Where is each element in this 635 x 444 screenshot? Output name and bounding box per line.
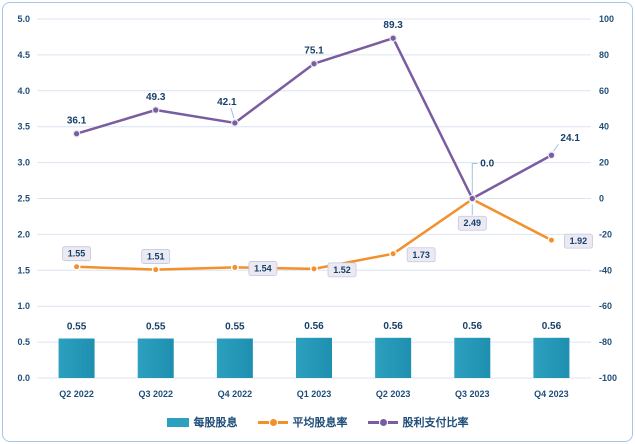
bar-Q4-2023[interactable]	[533, 337, 570, 378]
bar-Q3-2022[interactable]	[137, 338, 174, 378]
marker-Q4-2023[interactable]	[547, 151, 556, 160]
leader-line	[230, 107, 235, 119]
left-axis-tick: 3.5	[17, 122, 30, 132]
marker-Q4-2022[interactable]	[230, 263, 239, 272]
line-value-label: 1.55	[68, 249, 86, 259]
legend-item-dividend-payout-ratio[interactable]: 股利支付比率	[367, 414, 469, 430]
bar-value-label: 0.56	[463, 321, 483, 332]
boxed-label-bg	[406, 247, 436, 263]
marker-Q4-2022[interactable]	[231, 119, 239, 127]
x-axis-label: Q2 2022	[59, 389, 94, 399]
line-value-label: 42.1	[217, 97, 237, 108]
boxed-label-bg	[62, 246, 91, 262]
line-value-label: 1.73	[412, 250, 430, 260]
bar-value-label: 0.55	[146, 322, 166, 333]
right-axis-tick: 100	[599, 14, 614, 24]
marker-Q2-2022[interactable]	[72, 262, 81, 271]
right-axis-tick: -100	[599, 373, 617, 383]
left-axis-tick: 5.0	[17, 14, 30, 24]
boxed-label-bg	[457, 215, 487, 231]
left-axis-tick: 2.5	[17, 194, 30, 204]
left-axis-tick: 4.5	[17, 50, 30, 60]
left-axis-tick: 4.0	[17, 86, 30, 96]
left-axis-tick: 0.5	[17, 337, 30, 347]
right-axis-tick: 20	[599, 158, 609, 168]
left-axis-tick: 1.5	[17, 265, 30, 275]
left-axis-tick: 1.0	[17, 301, 30, 311]
bar-value-label: 0.56	[304, 321, 324, 332]
line-value-label: 89.3	[383, 20, 403, 31]
line-value-label: 75.1	[304, 46, 324, 57]
line-value-label: 1.92	[570, 236, 588, 246]
legend-item-average-dividend-yield[interactable]: 平均股息率	[257, 414, 348, 430]
line-value-label: 49.3	[146, 92, 166, 103]
right-axis-tick: -80	[599, 337, 612, 347]
bar-value-label: 0.55	[225, 322, 245, 333]
marker-Q3-2022[interactable]	[151, 265, 160, 274]
x-axis-label: Q4 2023	[534, 389, 569, 399]
right-axis-tick: 80	[599, 50, 609, 60]
bar-Q4-2022[interactable]	[216, 338, 253, 378]
line-value-label: 1.51	[147, 252, 165, 262]
bar-Q1-2023[interactable]	[296, 337, 332, 378]
marker-Q4-2023[interactable]	[547, 236, 556, 245]
leader-line	[471, 163, 478, 194]
line-value-label: 1.52	[333, 265, 351, 275]
right-axis-tick: -40	[599, 265, 612, 275]
marker-Q1-2023[interactable]	[310, 264, 318, 273]
chart-legend: 每股股息 平均股息率 股利支付比率	[3, 412, 632, 432]
right-axis-tick: -60	[599, 301, 612, 311]
boxed-label-bg	[248, 261, 278, 276]
boxed-label-bg	[564, 233, 593, 249]
line-value-label: 36.1	[67, 116, 87, 127]
left-axis-tick: 0.0	[17, 373, 30, 383]
marker-Q2-2023[interactable]	[389, 34, 397, 43]
left-axis-tick: 3.0	[17, 158, 30, 168]
left-axis-tick: 2.0	[17, 229, 30, 239]
bar-swatch-icon	[166, 417, 189, 427]
x-axis-label: Q2 2023	[376, 389, 411, 399]
legend-label: 每股股息	[193, 417, 238, 429]
line-dot-swatch-icon	[257, 417, 288, 427]
marker-Q1-2023[interactable]	[310, 59, 318, 68]
line-value-label: 1.54	[254, 263, 272, 273]
legend-label: 股利支付比率	[402, 417, 469, 429]
line-value-label: 2.49	[464, 218, 482, 228]
marker-Q3-2023[interactable]	[468, 194, 477, 203]
bar-value-label: 0.55	[67, 322, 87, 333]
right-axis-tick: 0	[599, 194, 604, 204]
right-axis-tick: 40	[599, 122, 609, 132]
line-value-label: 24.1	[560, 133, 580, 144]
leader-line	[553, 143, 559, 152]
line-dot-swatch-icon	[367, 417, 398, 427]
marker-Q2-2023[interactable]	[389, 249, 398, 258]
x-axis-label: Q3 2022	[138, 389, 173, 399]
right-axis-tick: 60	[599, 86, 609, 96]
boxed-label-bg	[141, 249, 171, 264]
legend-label: 平均股息率	[292, 417, 348, 429]
x-axis-label: Q3 2023	[455, 389, 490, 399]
line-value-label: 0.0	[480, 159, 494, 170]
bar-Q2-2022[interactable]	[58, 338, 95, 378]
x-axis-label: Q4 2022	[218, 389, 253, 399]
bar-Q3-2023[interactable]	[454, 337, 491, 378]
bar-Q2-2023[interactable]	[375, 337, 412, 378]
boxed-label-bg	[327, 262, 357, 278]
bar-value-label: 0.56	[542, 321, 562, 332]
marker-Q2-2022[interactable]	[72, 129, 81, 138]
marker-Q3-2022[interactable]	[151, 106, 160, 114]
legend-item-dividend-per-share[interactable]: 每股股息	[166, 414, 238, 430]
bar-value-label: 0.56	[383, 321, 403, 332]
x-axis-label: Q1 2023	[297, 389, 332, 399]
right-axis-tick: -20	[599, 229, 612, 239]
